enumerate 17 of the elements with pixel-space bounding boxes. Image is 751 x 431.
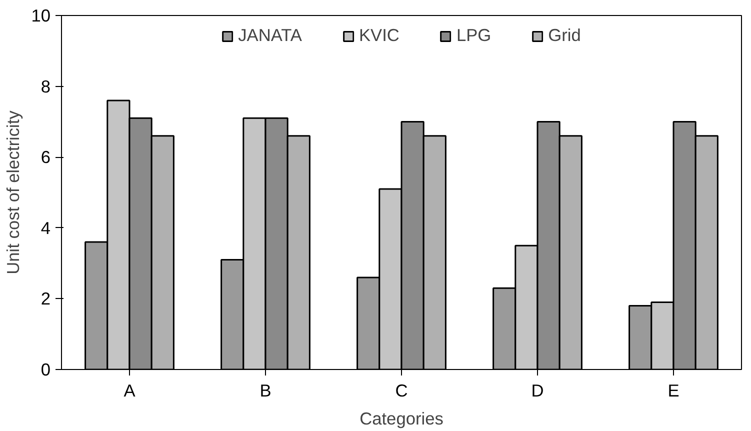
y-tick-label: 10 xyxy=(31,6,51,26)
y-tick-label: 2 xyxy=(40,288,51,309)
x-tick-label: B xyxy=(260,380,272,400)
x-tick-label: D xyxy=(531,380,544,400)
y-axis-title: Unit cost of electricity xyxy=(3,110,24,274)
x-tick-label: C xyxy=(395,380,408,400)
y-tick-label: 4 xyxy=(40,218,51,238)
legend-label: LPG xyxy=(456,25,492,46)
y-tick-label: 0 xyxy=(40,360,51,380)
legend-label: Grid xyxy=(548,25,581,46)
legend-label: KVIC xyxy=(358,25,400,46)
x-tick-label: E xyxy=(668,380,680,400)
y-tick-label: 8 xyxy=(40,76,51,96)
legend-label: JANATA xyxy=(238,25,302,46)
x-tick-label: A xyxy=(124,380,136,400)
y-tick-label: 6 xyxy=(40,147,51,168)
x-axis-title: Categories xyxy=(360,408,444,428)
